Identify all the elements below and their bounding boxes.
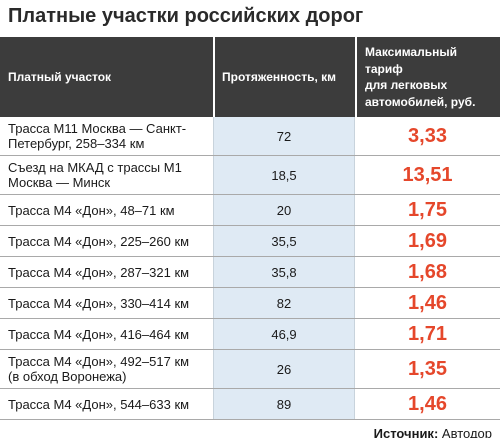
table-body: Трасса М11 Москва — Санкт-Петербург, 258… [0,117,500,420]
cell-tariff: 1,68 [408,260,447,283]
table-row: Трасса М4 «Дон», 416–464 км 46,9 1,71 [0,319,500,350]
cell-section: Трасса М4 «Дон», 330–414 км [8,295,190,311]
cell-section: Трасса М4 «Дон», 48–71 км [8,202,175,218]
source-value: Автодор [441,426,492,438]
cell-section: Трасса М4 «Дон», 416–464 км [8,326,190,342]
cell-section: Съезд на МКАД с трассы М1 Москва — Минск [8,160,182,190]
source-label: Источник: [373,426,439,438]
table-row: Трасса М4 «Дон», 544–633 км 89 1,46 [0,389,500,420]
cell-section: Трасса М11 Москва — Санкт-Петербург, 258… [8,121,187,151]
toll-roads-table: Платный участок Протяженность, км Максим… [0,37,500,420]
column-header-section: Платный участок [8,69,112,84]
cell-length: 20 [213,195,355,225]
table-header: Платный участок Протяженность, км Максим… [0,37,500,117]
source-note: Источник: Автодор [0,420,500,438]
cell-length: 82 [213,288,355,318]
cell-tariff: 1,46 [408,392,447,415]
cell-length: 46,9 [213,319,355,349]
cell-tariff: 1,46 [408,291,447,314]
table-row: Трасса М4 «Дон», 48–71 км 20 1,75 [0,195,500,226]
cell-length: 89 [213,389,355,419]
table-row: Трасса М4 «Дон», 492–517 км (в обход Вор… [0,350,500,389]
cell-section: Трасса М4 «Дон», 492–517 км (в обход Вор… [8,354,190,384]
cell-tariff: 1,35 [408,357,447,380]
column-header-tariff: Максимальный тариф для легковых автомоби… [355,37,500,117]
cell-length: 72 [213,117,355,155]
cell-section: Трасса М4 «Дон», 544–633 км [8,396,190,412]
table-row: Съезд на МКАД с трассы М1 Москва — Минск… [0,156,500,195]
page-title: Платные участки российских дорог [8,5,364,27]
table-row: Трасса М11 Москва — Санкт-Петербург, 258… [0,117,500,156]
cell-tariff: 1,69 [408,229,447,252]
cell-section: Трасса М4 «Дон», 225–260 км [8,233,190,249]
cell-section: Трасса М4 «Дон», 287–321 км [8,264,190,280]
cell-tariff: 1,75 [408,198,447,221]
table-row: Трасса М4 «Дон», 287–321 км 35,8 1,68 [0,257,500,288]
cell-tariff: 3,33 [408,124,447,147]
table-row: Трасса М4 «Дон», 330–414 км 82 1,46 [0,288,500,319]
column-header-length: Протяженность, км [213,37,355,117]
cell-length: 18,5 [213,156,355,194]
cell-length: 26 [213,350,355,388]
cell-length: 35,8 [213,257,355,287]
cell-tariff: 1,71 [408,322,447,345]
table-row: Трасса М4 «Дон», 225–260 км 35,5 1,69 [0,226,500,257]
cell-length: 35,5 [213,226,355,256]
cell-tariff: 13,51 [402,163,453,186]
